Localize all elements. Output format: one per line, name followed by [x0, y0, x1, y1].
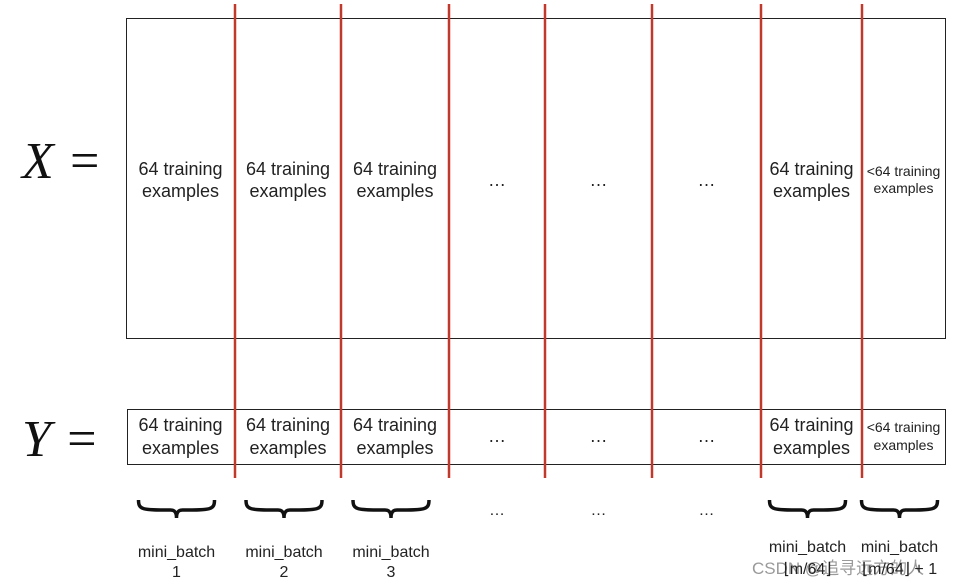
- matrix-cell: …: [488, 169, 506, 190]
- batch-name: mini_batch: [352, 544, 430, 561]
- batch-name: mini_batch: [768, 539, 847, 556]
- matrix-cell: <64 training examples: [866, 162, 941, 197]
- batch-name: mini_batch: [245, 544, 323, 561]
- matrix-cell: 64 training examples: [769, 415, 854, 458]
- x-matrix-box: [126, 18, 946, 339]
- brace: [136, 499, 217, 519]
- matrix-cell: …: [589, 169, 608, 190]
- matrix-cell: 64 training examples: [352, 415, 438, 458]
- matrix-cell: 64 training examples: [352, 158, 438, 202]
- batch-gap: …: [489, 502, 505, 519]
- batch-name: mini_batch: [137, 544, 216, 561]
- brace: [244, 499, 324, 519]
- batch-index: ⌊m/64⌋: [783, 561, 832, 578]
- matrix-cell: 64 training examples: [769, 158, 854, 202]
- batch-gap: …: [698, 502, 715, 519]
- matrix-cell: 64 training examples: [245, 415, 331, 458]
- batch-index: ⌊m/64⌋ + 1: [861, 561, 938, 578]
- y-label: Y =: [22, 411, 100, 468]
- batch-index: 3: [386, 564, 396, 581]
- matrix-cell: …: [589, 426, 608, 447]
- brace: [351, 499, 431, 519]
- matrix-cell: 64 training examples: [138, 158, 223, 202]
- matrix-cell: …: [697, 169, 716, 190]
- batch-gap: …: [590, 502, 607, 519]
- matrix-cell: <64 training examples: [866, 419, 941, 453]
- matrix-cell: …: [488, 426, 506, 447]
- brace: [859, 499, 940, 519]
- batch-index: 2: [279, 564, 289, 581]
- matrix-cell: 64 training examples: [138, 415, 223, 458]
- batch-index: 1: [172, 564, 181, 581]
- watermark: CSDN @追寻远方的人: [752, 559, 925, 578]
- matrix-cell: …: [697, 426, 716, 447]
- brace: [767, 499, 848, 519]
- y-matrix-box: [127, 409, 946, 465]
- matrix-cell: 64 training examples: [245, 158, 331, 202]
- x-label: X =: [22, 133, 102, 190]
- batch-name: mini_batch: [860, 539, 939, 556]
